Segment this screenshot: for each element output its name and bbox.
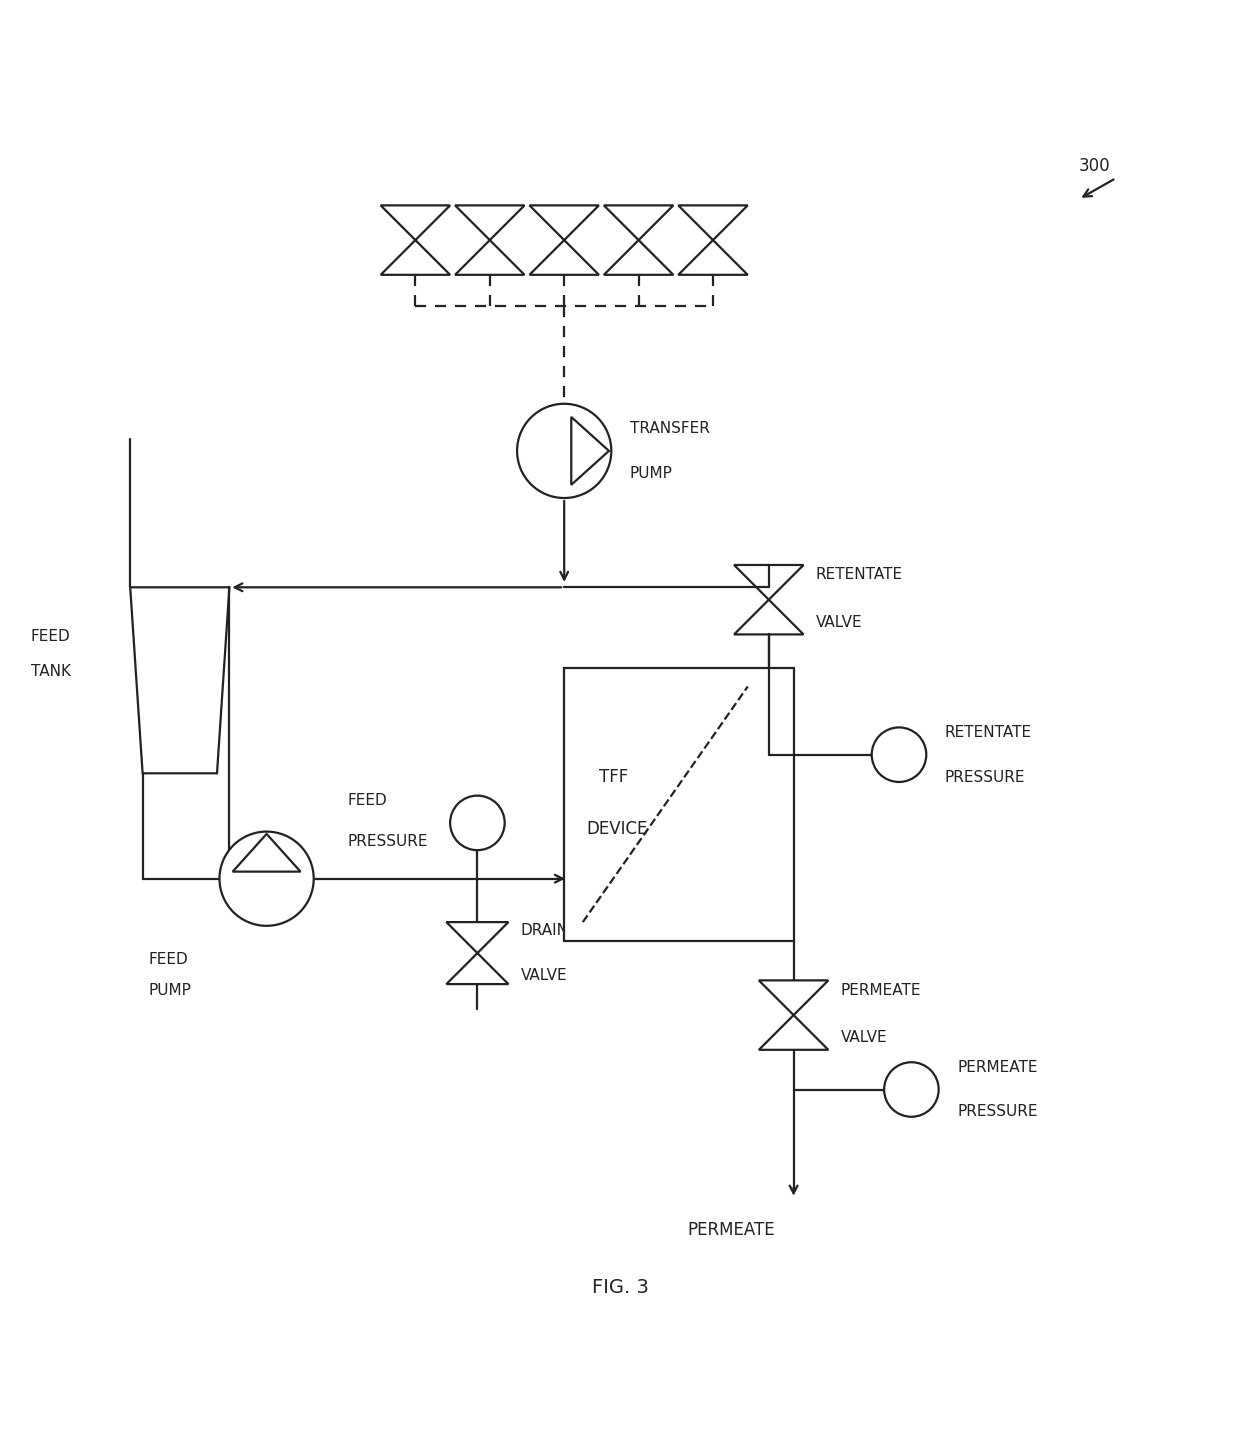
Text: RETENTATE: RETENTATE (945, 725, 1032, 740)
Text: FEED: FEED (347, 794, 387, 808)
Text: FEED: FEED (31, 630, 71, 644)
Text: PERMEATE: PERMEATE (841, 983, 921, 997)
Text: VALVE: VALVE (841, 1030, 888, 1045)
Text: PERMEATE: PERMEATE (688, 1221, 775, 1238)
Text: PUMP: PUMP (630, 466, 673, 481)
Text: DRAIN: DRAIN (521, 923, 569, 938)
Circle shape (450, 795, 505, 850)
Text: DEVICE: DEVICE (587, 819, 647, 838)
Circle shape (884, 1062, 939, 1116)
Bar (564, 667, 794, 941)
Text: PRESSURE: PRESSURE (945, 769, 1025, 785)
Text: 300: 300 (1079, 156, 1111, 175)
Text: PRESSURE: PRESSURE (347, 834, 428, 850)
Text: VALVE: VALVE (816, 614, 863, 630)
Text: PRESSURE: PRESSURE (957, 1105, 1038, 1119)
Text: RETENTATE: RETENTATE (816, 567, 903, 583)
Text: TFF: TFF (599, 768, 629, 786)
Text: VALVE: VALVE (521, 969, 568, 983)
Text: PUMP: PUMP (149, 983, 192, 997)
Text: PERMEATE: PERMEATE (957, 1059, 1038, 1075)
Text: TANK: TANK (31, 664, 71, 679)
Circle shape (219, 831, 314, 926)
Text: FEED: FEED (149, 951, 188, 967)
Circle shape (517, 403, 611, 498)
Circle shape (872, 728, 926, 782)
Text: FIG. 3: FIG. 3 (591, 1279, 649, 1297)
Text: TRANSFER: TRANSFER (630, 420, 709, 436)
